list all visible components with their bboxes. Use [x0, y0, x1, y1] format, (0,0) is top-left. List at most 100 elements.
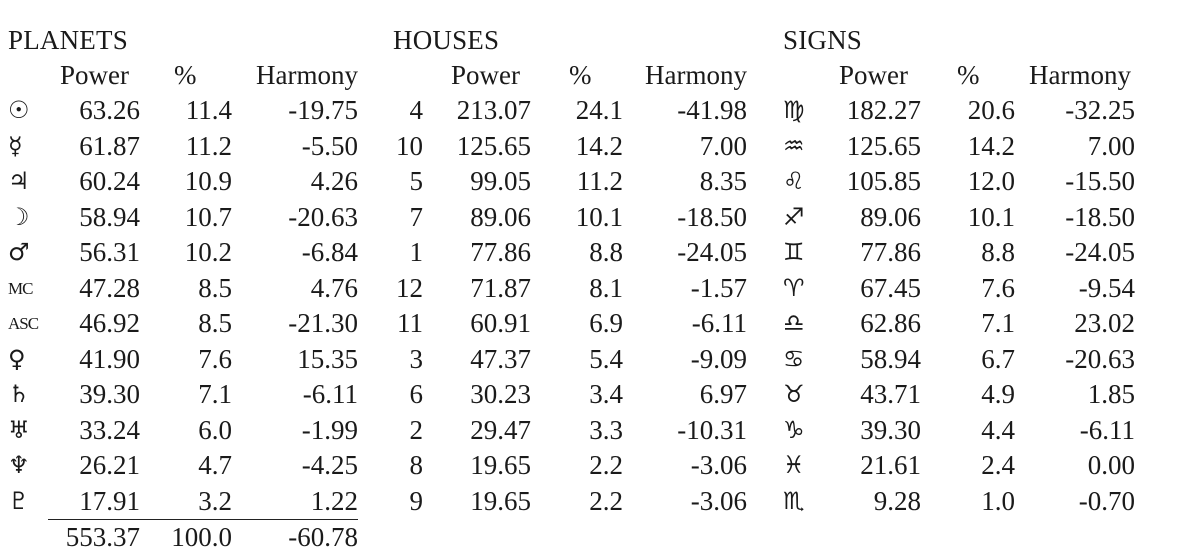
- planets-harmony-cell: 15.35: [297, 343, 358, 374]
- houses-header-power: Power: [451, 60, 520, 90]
- planets-harmony-cell: 4.76: [310, 272, 358, 303]
- houses-power-cell: 19.65: [470, 450, 531, 481]
- signs-symbol-cell: ♋: [783, 344, 805, 373]
- houses-percent-cell: 5.4: [589, 343, 623, 374]
- planets-row: ☉ 63.26 11.4 -19.75: [8, 93, 358, 129]
- planets-percent-cell: 7.1: [198, 379, 232, 410]
- signs-row: ♍ 182.27 20.6 -32.25: [783, 93, 1135, 129]
- planets-row: ♂ 56.31 10.2 -6.84: [8, 235, 358, 271]
- planets-harmony-cell: -21.30: [288, 308, 358, 339]
- houses-percent-cell: 3.3: [589, 414, 623, 445]
- houses-row: 7 89.06 10.1 -18.50: [393, 200, 747, 236]
- signs-section: SIGNS Power % Harmony ♍ 182.27 20.6 -32.25 ♒…: [783, 22, 1135, 519]
- planets-total-harmony: -60.78: [288, 522, 358, 553]
- planets-percent-cell: 3.2: [140, 483, 232, 520]
- signs-harmony-cell: -18.50: [1065, 201, 1135, 232]
- houses-symbol-cell: 12: [396, 272, 423, 303]
- signs-symbol-cell: ♍: [783, 96, 805, 125]
- houses-percent-cell: 14.2: [575, 130, 623, 161]
- signs-percent-cell: 6.7: [981, 343, 1015, 374]
- houses-percent-cell: 10.1: [575, 201, 623, 232]
- planets-symbol-cell: ♆: [8, 451, 30, 480]
- signs-symbol-cell: ♑: [783, 415, 805, 444]
- signs-percent-cell: 7.1: [981, 308, 1015, 339]
- planets-power-cell: 47.28: [79, 272, 140, 303]
- signs-percent-cell: 2.4: [981, 450, 1015, 481]
- planets-harmony-cell: -6.84: [301, 237, 358, 268]
- planets-row: ASC 46.92 8.5 -21.30: [8, 306, 358, 342]
- signs-row: ♒ 125.65 14.2 7.00: [783, 129, 1135, 165]
- houses-percent-cell: 8.8: [589, 237, 623, 268]
- planets-percent-cell: 10.7: [184, 201, 232, 232]
- planets-power-cell: 63.26: [79, 95, 140, 126]
- planets-percent-cell: 10.2: [184, 237, 232, 268]
- houses-row: 9 19.65 2.2 -3.06: [393, 484, 747, 520]
- houses-body: 4 213.07 24.1 -41.98 10 125.65 14.2 7.00 5 99.05 1…: [393, 93, 747, 519]
- houses-percent-cell: 3.4: [589, 379, 623, 410]
- signs-harmony-cell: -15.50: [1065, 166, 1135, 197]
- planets-symbol-cell: ♅: [8, 415, 30, 444]
- houses-symbol-cell: 2: [409, 414, 424, 445]
- signs-row: ♈ 67.45 7.6 -9.54: [783, 271, 1135, 307]
- signs-percent-cell: 14.2: [967, 130, 1015, 161]
- houses-harmony-cell: -1.57: [690, 272, 747, 303]
- houses-harmony-cell: -24.05: [677, 237, 747, 268]
- signs-harmony-cell: -32.25: [1065, 95, 1135, 126]
- houses-power-cell: 99.05: [470, 166, 531, 197]
- signs-harmony-cell: -6.11: [1079, 414, 1135, 445]
- signs-symbol-cell: ♌: [783, 167, 805, 196]
- houses-table: Power % Harmony 4 213.07 24.1 -41.98 10 125.6…: [393, 58, 747, 519]
- houses-power-cell: 47.37: [470, 343, 531, 374]
- houses-row: 12 71.87 8.1 -1.57: [393, 271, 747, 307]
- signs-power-cell: 67.45: [860, 272, 921, 303]
- signs-harmony-cell: 23.02: [1074, 308, 1135, 339]
- planets-row: ♃ 60.24 10.9 4.26: [8, 164, 358, 200]
- planets-row: ☽ 58.94 10.7 -20.63: [8, 200, 358, 236]
- houses-row: 5 99.05 11.2 8.35: [393, 164, 747, 200]
- houses-title: HOUSES: [393, 25, 500, 55]
- planets-body: ☉ 63.26 11.4 -19.75 ☿ 61.87 11.2 -5.50 ♃ 60.24 10.…: [8, 93, 358, 520]
- signs-harmony-cell: 1.85: [1087, 379, 1135, 410]
- planets-harmony-cell: -5.50: [301, 130, 358, 161]
- planets-harmony-cell: -19.75: [288, 95, 358, 126]
- planets-harmony-cell: -20.63: [288, 201, 358, 232]
- houses-harmony-cell: 8.35: [699, 166, 747, 197]
- signs-percent-cell: 10.1: [967, 201, 1015, 232]
- houses-row: 3 47.37 5.4 -9.09: [393, 342, 747, 378]
- planets-power-cell: 17.91: [48, 483, 140, 520]
- houses-percent-cell: 11.2: [576, 166, 623, 197]
- planets-harmony-cell: 1.22: [232, 483, 358, 520]
- signs-row: ♋ 58.94 6.7 -20.63: [783, 342, 1135, 378]
- houses-header-harmony: Harmony: [645, 60, 747, 90]
- signs-harmony-cell: -24.05: [1065, 237, 1135, 268]
- signs-row: ♉ 43.71 4.9 1.85: [783, 377, 1135, 413]
- houses-harmony-cell: 6.97: [699, 379, 747, 410]
- houses-power-cell: 125.65: [456, 130, 531, 161]
- planets-percent-cell: 6.0: [198, 414, 232, 445]
- signs-percent-cell: 1.0: [981, 485, 1015, 516]
- signs-header-row: Power % Harmony: [783, 58, 1135, 93]
- signs-power-cell: 77.86: [860, 237, 921, 268]
- planets-percent-cell: 7.6: [198, 343, 232, 374]
- houses-power-cell: 29.47: [470, 414, 531, 445]
- signs-percent-cell: 4.9: [981, 379, 1015, 410]
- houses-power-cell: 71.87: [470, 272, 531, 303]
- houses-power-cell: 89.06: [470, 201, 531, 232]
- signs-power-cell: 43.71: [860, 379, 921, 410]
- signs-power-cell: 58.94: [860, 343, 921, 374]
- planets-row: ♆ 26.21 4.7 -4.25: [8, 448, 358, 484]
- signs-header-power: Power: [839, 60, 908, 90]
- planets-power-cell: 60.24: [79, 166, 140, 197]
- houses-row: 8 19.65 2.2 -3.06: [393, 448, 747, 484]
- signs-symbol-cell: ♊: [783, 238, 805, 267]
- houses-harmony-cell: 7.00: [699, 130, 747, 161]
- houses-symbol-cell: 11: [397, 308, 423, 339]
- signs-percent-cell: 20.6: [967, 95, 1015, 126]
- planets-total-percent: 100.0: [171, 522, 232, 553]
- houses-percent-cell: 8.1: [589, 272, 623, 303]
- signs-row: ♐ 89.06 10.1 -18.50: [783, 200, 1135, 236]
- houses-harmony-cell: -9.09: [690, 343, 747, 374]
- planets-percent-cell: 10.9: [184, 166, 232, 197]
- signs-percent-cell: 8.8: [981, 237, 1015, 268]
- houses-power-cell: 213.07: [456, 95, 531, 126]
